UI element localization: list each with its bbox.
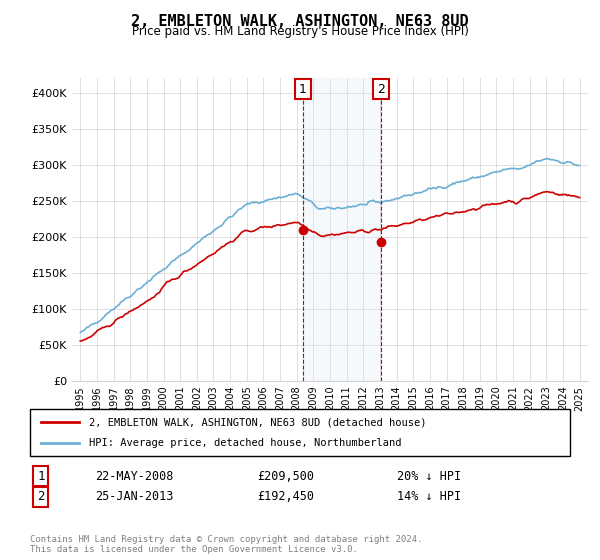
Text: HPI: Average price, detached house, Northumberland: HPI: Average price, detached house, Nort…	[89, 438, 402, 448]
Text: 14% ↓ HPI: 14% ↓ HPI	[397, 491, 461, 503]
Text: 20% ↓ HPI: 20% ↓ HPI	[397, 469, 461, 483]
Text: Price paid vs. HM Land Registry's House Price Index (HPI): Price paid vs. HM Land Registry's House …	[131, 25, 469, 38]
Text: 1: 1	[299, 83, 307, 96]
Text: 2: 2	[377, 83, 385, 96]
Text: £209,500: £209,500	[257, 469, 314, 483]
Text: 25-JAN-2013: 25-JAN-2013	[95, 491, 173, 503]
Text: 22-MAY-2008: 22-MAY-2008	[95, 469, 173, 483]
Text: Contains HM Land Registry data © Crown copyright and database right 2024.
This d: Contains HM Land Registry data © Crown c…	[30, 535, 422, 554]
Text: £192,450: £192,450	[257, 491, 314, 503]
Text: 2: 2	[37, 491, 44, 503]
FancyBboxPatch shape	[30, 409, 570, 456]
Bar	[303, 78, 381, 381]
Text: 2, EMBLETON WALK, ASHINGTON, NE63 8UD (detached house): 2, EMBLETON WALK, ASHINGTON, NE63 8UD (d…	[89, 417, 427, 427]
Text: 2, EMBLETON WALK, ASHINGTON, NE63 8UD: 2, EMBLETON WALK, ASHINGTON, NE63 8UD	[131, 14, 469, 29]
Text: 1: 1	[37, 469, 44, 483]
